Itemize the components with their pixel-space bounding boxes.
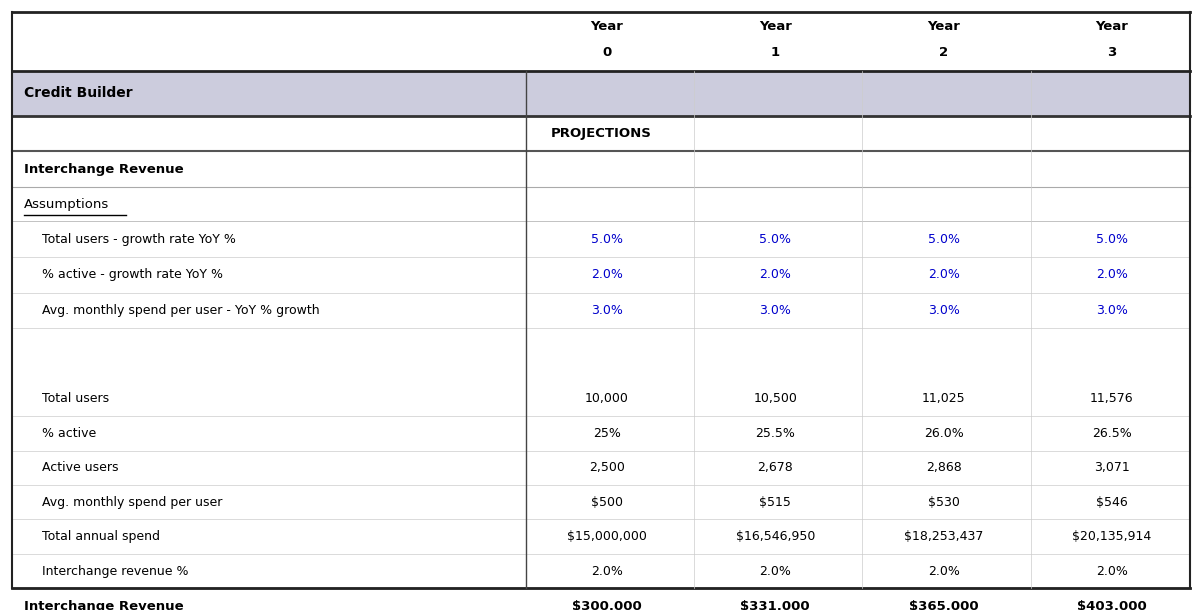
Text: Active users: Active users [42, 461, 119, 475]
Bar [12, 346, 1190, 364]
Bar [12, 293, 1190, 328]
Bar [12, 187, 1190, 221]
Text: Avg. monthly spend per user - YoY % growth: Avg. monthly spend per user - YoY % grow… [42, 304, 320, 317]
Text: 25.5%: 25.5% [755, 427, 796, 440]
Text: 26.0%: 26.0% [923, 427, 964, 440]
Text: $16,546,950: $16,546,950 [736, 530, 815, 543]
Text: $20,135,914: $20,135,914 [1072, 530, 1152, 543]
Text: 5.0%: 5.0% [1096, 233, 1127, 246]
Text: $530: $530 [928, 496, 959, 509]
Text: 2,500: 2,500 [589, 461, 625, 475]
Bar [12, 451, 1190, 485]
Text: $15,000,000: $15,000,000 [567, 530, 647, 543]
Text: Assumptions: Assumptions [24, 198, 109, 210]
Text: $500: $500 [591, 496, 623, 509]
Bar [12, 257, 1190, 293]
Text: 25%: 25% [593, 427, 621, 440]
Text: % active - growth rate YoY %: % active - growth rate YoY % [42, 268, 224, 281]
Text: 3.0%: 3.0% [760, 304, 791, 317]
Text: Year: Year [758, 20, 792, 33]
Bar [12, 382, 1190, 416]
Text: Total users - growth rate YoY %: Total users - growth rate YoY % [42, 233, 236, 246]
Text: Interchange Revenue: Interchange Revenue [24, 600, 184, 610]
Text: 5.0%: 5.0% [928, 233, 959, 246]
Text: 2.0%: 2.0% [928, 565, 959, 578]
Bar [12, 416, 1190, 451]
Text: 1: 1 [770, 46, 780, 59]
Text: 2,678: 2,678 [757, 461, 793, 475]
Bar [12, 485, 1190, 520]
Text: 0: 0 [602, 46, 612, 59]
Text: $331,000: $331,000 [740, 600, 810, 610]
Text: Credit Builder: Credit Builder [24, 87, 132, 101]
Bar [12, 520, 1190, 554]
Text: $365,000: $365,000 [909, 600, 978, 610]
Text: $403,000: $403,000 [1077, 600, 1147, 610]
Text: % active: % active [42, 427, 96, 440]
Text: 2.0%: 2.0% [928, 268, 959, 281]
Text: 10,500: 10,500 [754, 392, 797, 406]
Bar [12, 554, 1190, 588]
Text: 2.0%: 2.0% [760, 565, 791, 578]
Bar [12, 116, 1190, 151]
Text: Year: Year [1095, 20, 1129, 33]
Text: $546: $546 [1096, 496, 1127, 509]
Text: 2.0%: 2.0% [1096, 565, 1127, 578]
Text: 11,025: 11,025 [922, 392, 965, 406]
Text: $300,000: $300,000 [572, 600, 642, 610]
Text: 2.0%: 2.0% [591, 268, 623, 281]
Text: $515: $515 [760, 496, 791, 509]
Text: Interchange revenue %: Interchange revenue % [42, 565, 189, 578]
Text: Year: Year [590, 20, 624, 33]
Text: 2,868: 2,868 [926, 461, 962, 475]
Text: Total annual spend: Total annual spend [42, 530, 160, 543]
Bar [12, 588, 1190, 610]
Bar [12, 71, 1190, 116]
Text: 26.5%: 26.5% [1091, 427, 1132, 440]
Text: 11,576: 11,576 [1090, 392, 1133, 406]
Text: Avg. monthly spend per user: Avg. monthly spend per user [42, 496, 222, 509]
Text: Total users: Total users [42, 392, 109, 406]
Text: Interchange Revenue: Interchange Revenue [24, 163, 184, 176]
Bar [12, 364, 1190, 382]
Bar [12, 328, 1190, 346]
Text: 2.0%: 2.0% [760, 268, 791, 281]
Text: 3.0%: 3.0% [591, 304, 623, 317]
Text: 3.0%: 3.0% [928, 304, 959, 317]
Text: 2.0%: 2.0% [1096, 268, 1127, 281]
Text: 5.0%: 5.0% [760, 233, 791, 246]
Bar [12, 151, 1190, 187]
Text: 2: 2 [939, 46, 948, 59]
Text: Year: Year [927, 20, 960, 33]
Text: 10,000: 10,000 [585, 392, 629, 406]
Text: 3,071: 3,071 [1094, 461, 1130, 475]
Bar [12, 221, 1190, 257]
Text: 3: 3 [1107, 46, 1117, 59]
Text: 2.0%: 2.0% [591, 565, 623, 578]
Text: 3.0%: 3.0% [1096, 304, 1127, 317]
Bar [12, 12, 1190, 71]
Text: 5.0%: 5.0% [591, 233, 623, 246]
Text: $18,253,437: $18,253,437 [904, 530, 983, 543]
Text: PROJECTIONS: PROJECTIONS [551, 127, 651, 140]
